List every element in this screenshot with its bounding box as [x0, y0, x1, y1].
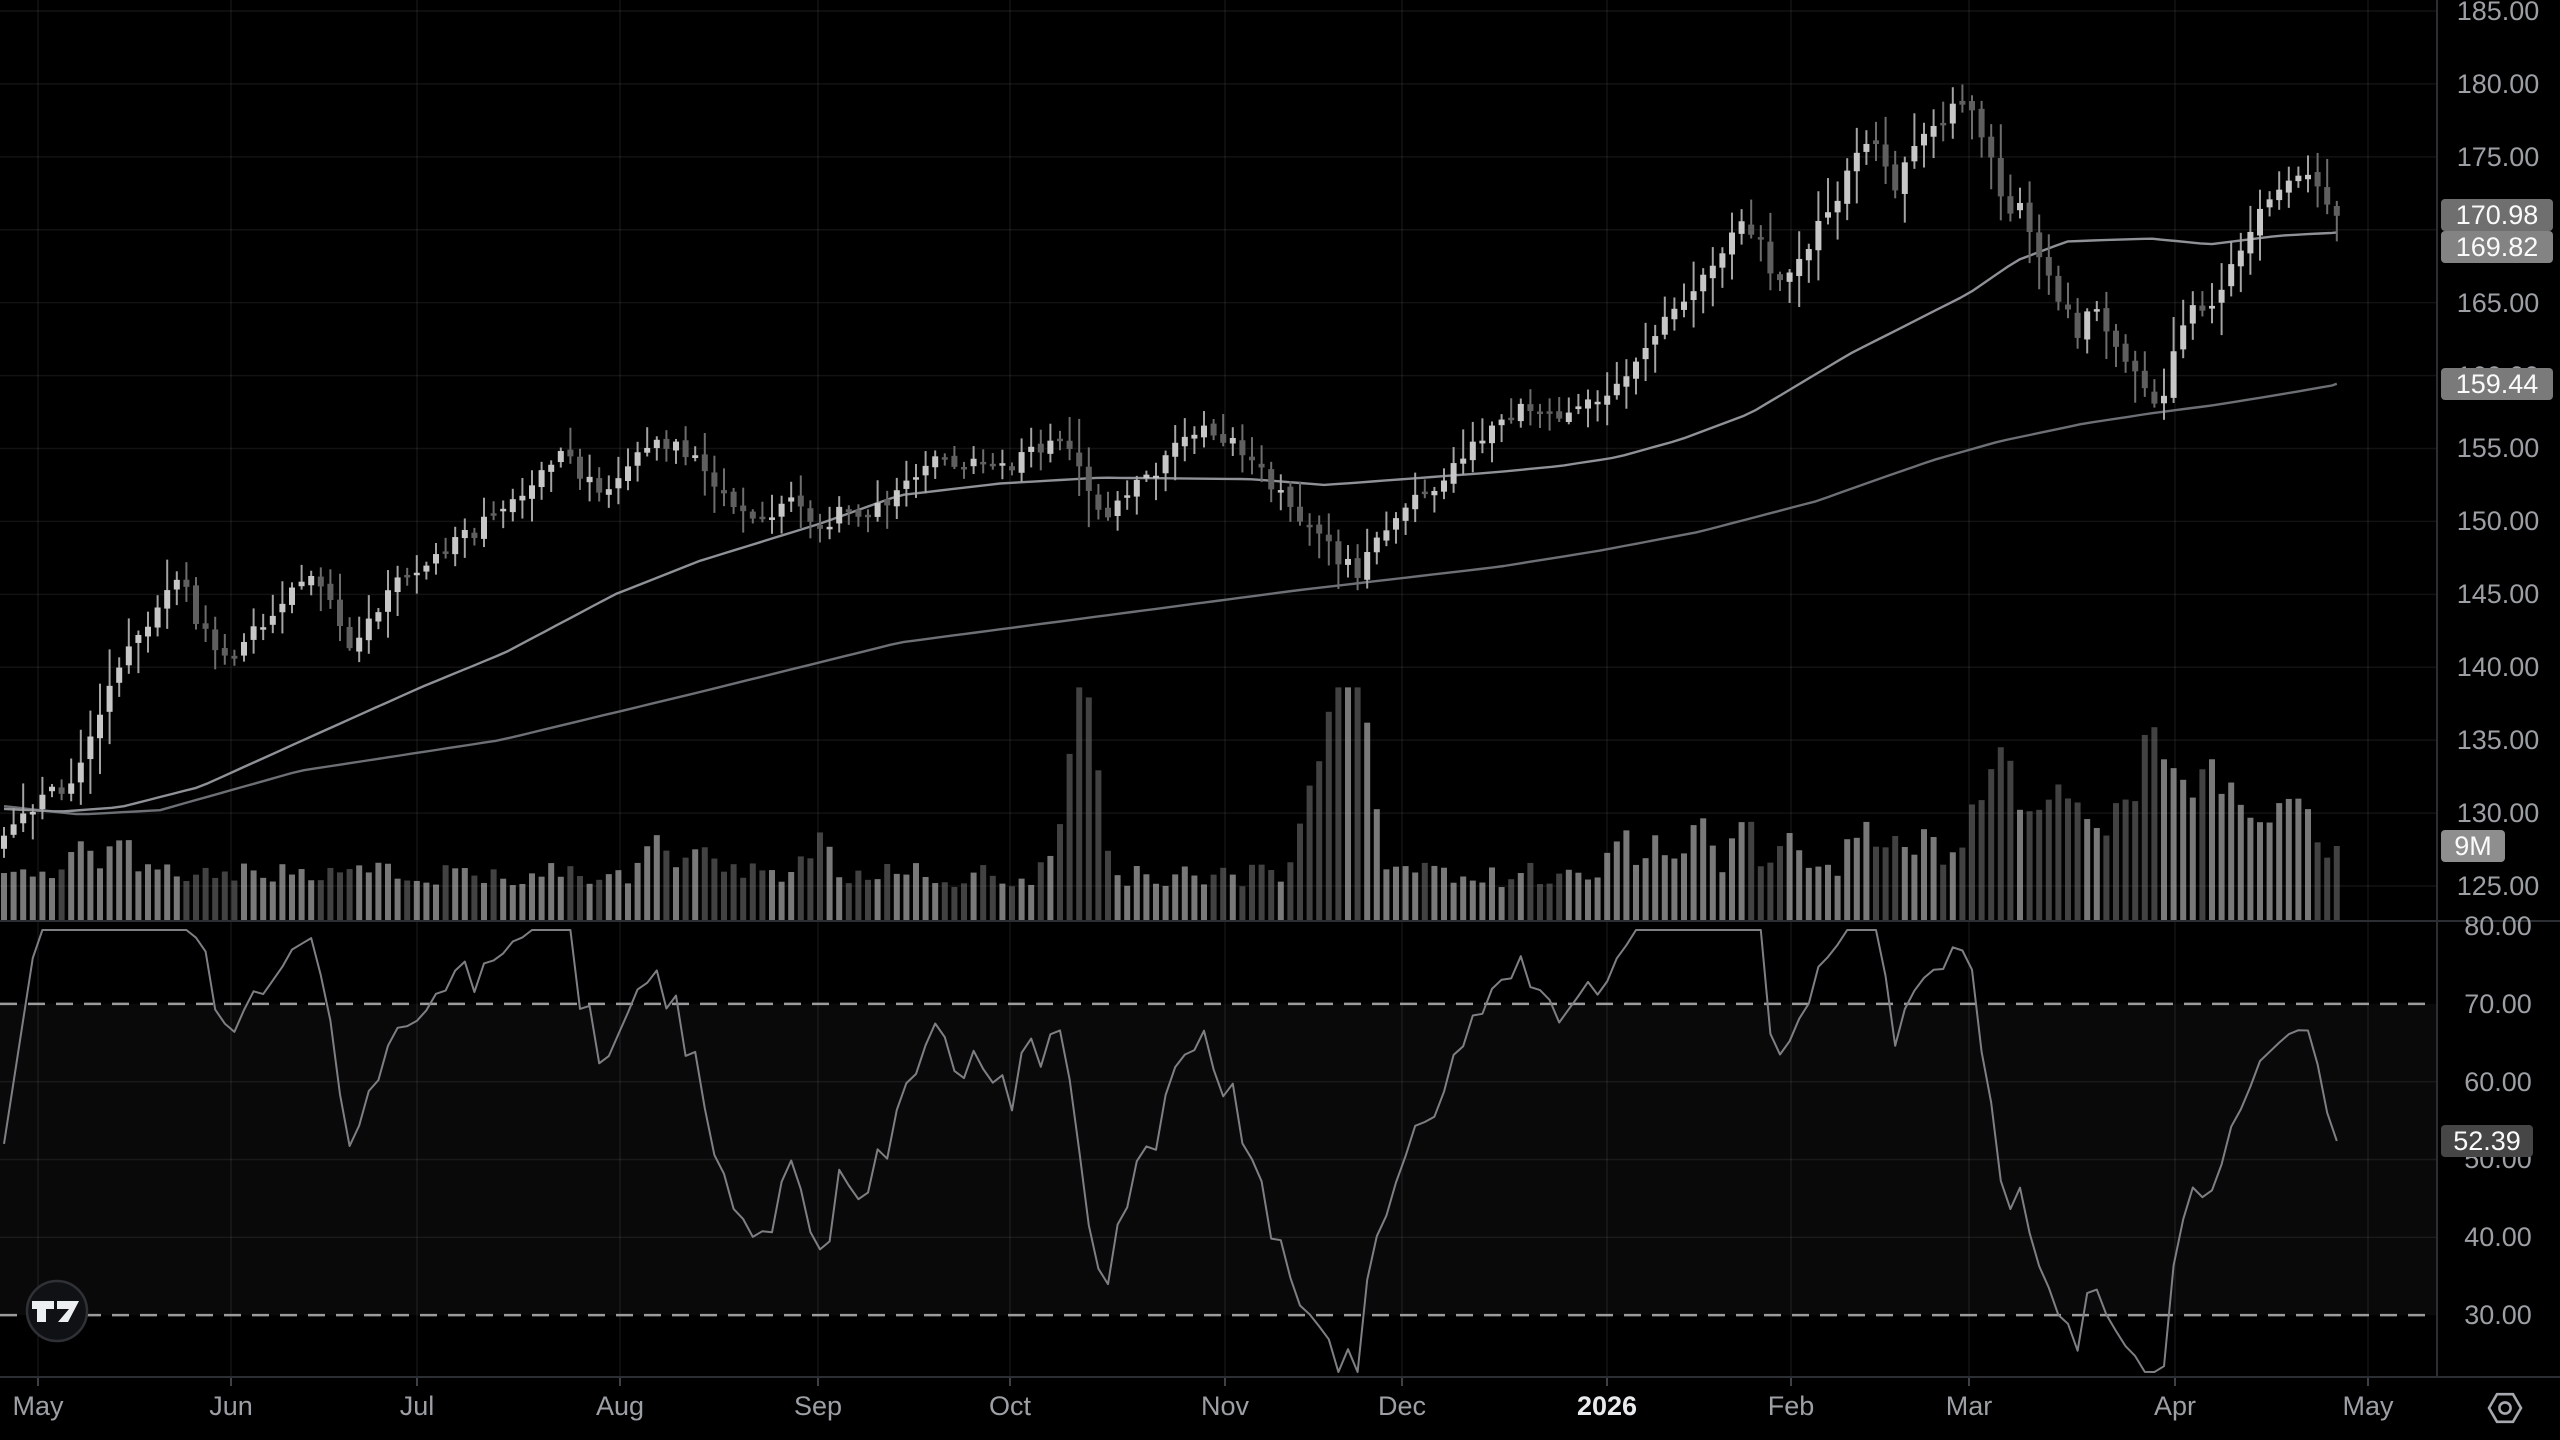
time-axis-label: Jul: [399, 1391, 435, 1421]
price-axis-label: 155.00: [2456, 433, 2540, 464]
time-axis-label: Dec: [1377, 1391, 1426, 1421]
time-axis-label: Sep: [793, 1391, 843, 1421]
price-axis-label: 130.00: [2456, 798, 2540, 829]
time-axis[interactable]: [0, 1377, 2560, 1440]
ma-slow-value-badge: 159.44: [2441, 367, 2553, 400]
rsi-axis-label: 70.00: [2464, 988, 2532, 1019]
time-axis-label: 2026: [1576, 1391, 1638, 1421]
settings-gear-icon[interactable]: [2481, 1384, 2529, 1432]
price-axis-label: 145.00: [2456, 579, 2540, 610]
time-axis-label: Jun: [209, 1391, 253, 1421]
time-axis-label: May: [2342, 1391, 2394, 1421]
volume-series: [1, 687, 2340, 920]
rsi-value-badge: 52.39: [2441, 1124, 2533, 1157]
rsi-axis-label: 30.00: [2464, 1300, 2532, 1331]
candlestick-series: [1, 84, 2340, 858]
time-axis-label: May: [12, 1391, 64, 1421]
time-axis-label: Aug: [595, 1391, 645, 1421]
rsi-axis-label: 80.00: [2464, 911, 2532, 941]
rsi-axis-label: 60.00: [2464, 1066, 2532, 1097]
price-axis-label: 175.00: [2456, 141, 2540, 172]
tradingview-logo[interactable]: [21, 1275, 93, 1347]
rsi-band: [0, 1004, 2437, 1315]
last-price-badge: 170.98: [2441, 199, 2553, 232]
rsi-pane: [0, 929, 2437, 1373]
volume-value-badge: 9M: [2441, 830, 2505, 863]
price-axis-label: 165.00: [2456, 287, 2540, 318]
price-axis-label: 180.00: [2456, 68, 2540, 99]
price-axis-label: 140.00: [2456, 652, 2540, 683]
time-axis-label: Feb: [1767, 1391, 1815, 1421]
price-axis-label: 135.00: [2456, 725, 2540, 756]
rsi-line: [3, 929, 2338, 1373]
time-axis-label: Mar: [1945, 1391, 1993, 1421]
time-axis-label: Apr: [2153, 1391, 2197, 1421]
time-axis-label: Oct: [988, 1391, 1031, 1421]
time-axis-label: Nov: [1200, 1391, 1249, 1421]
price-axis-label: 185.00: [2456, 0, 2540, 26]
price-axis-label: 125.00: [2456, 870, 2540, 901]
price-axis-label: 150.00: [2456, 506, 2540, 537]
pane-chrome: [0, 0, 2560, 1386]
rsi-axis-label: 40.00: [2464, 1222, 2532, 1253]
ma-lines: [3, 231, 2338, 816]
ma-fast-value-badge: 169.82: [2441, 231, 2553, 264]
